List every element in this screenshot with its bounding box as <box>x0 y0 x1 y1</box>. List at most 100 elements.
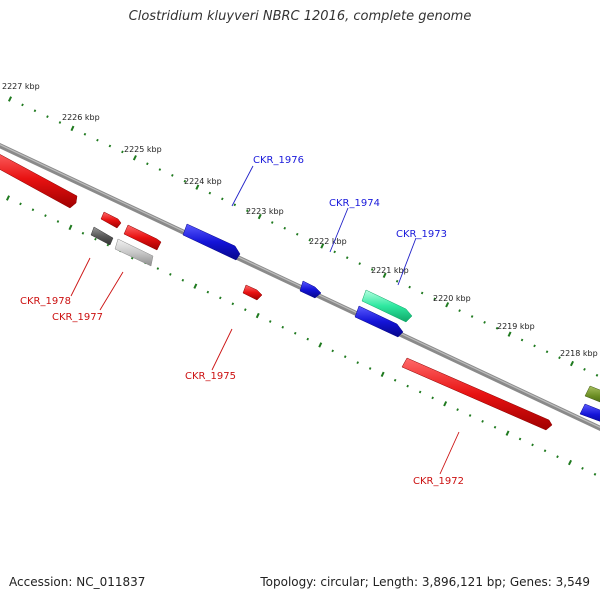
ruler-major-tick <box>68 224 73 231</box>
ruler-label: 2225 kbp <box>124 145 162 154</box>
ruler-minor-tick <box>358 262 362 266</box>
ruler-minor-tick <box>356 361 360 365</box>
ruler-major-tick <box>505 430 510 436</box>
gene-CKR_1973-partner[interactable] <box>354 305 404 338</box>
ruler-minor-tick <box>46 115 49 118</box>
ruler-minor-tick <box>343 355 347 359</box>
ruler-label: 2220 kbp <box>433 294 471 303</box>
ruler-major-tick <box>570 360 574 367</box>
gene-feature-right-blue[interactable] <box>579 403 600 425</box>
gene-label-CKR_1975[interactable]: CKR_1975 <box>185 371 236 382</box>
ruler-minor-tick <box>483 320 486 324</box>
ruler-minor-tick <box>593 472 597 476</box>
ruler-minor-tick <box>268 320 272 323</box>
ruler-minor-tick <box>31 208 35 212</box>
gene-labels: CKR_1976 CKR_1974 CKR_1973 CKR_1978 CKR_… <box>20 155 464 487</box>
gene-CKR_1978[interactable] <box>90 226 114 246</box>
ruler-minor-tick <box>270 221 274 224</box>
ruler-minor-tick <box>206 290 210 294</box>
ruler-major-tick <box>445 302 450 308</box>
ruler-major-tick <box>568 459 572 466</box>
ruler-minor-tick <box>283 226 287 230</box>
ruler-minor-tick <box>146 162 149 166</box>
ruler-label: 2227 kbp <box>2 82 40 91</box>
gene-CKR_1972[interactable] <box>401 357 553 431</box>
ruler-minor-tick <box>431 396 434 400</box>
ruler-minor-tick <box>181 278 185 282</box>
ruler-label: 2221 kbp <box>371 266 409 275</box>
gene-feature-left-edge[interactable] <box>0 149 78 209</box>
ruler-minor-tick <box>406 384 409 388</box>
gene-label-CKR_1978[interactable]: CKR_1978 <box>20 296 71 307</box>
ruler-minor-tick <box>33 109 37 113</box>
gene-label-CKR_1974[interactable]: CKR_1974 <box>329 198 380 209</box>
ruler-minor-tick <box>94 237 97 241</box>
ruler-minor-tick <box>171 174 174 177</box>
ruler-minor-tick <box>520 338 524 342</box>
ruler-minor-tick <box>81 231 85 235</box>
gene-CKR_1975[interactable] <box>242 284 263 301</box>
ruler-minor-tick <box>558 356 561 360</box>
ruler-minor-tick <box>433 297 436 301</box>
ruler-minor-tick <box>233 203 237 207</box>
gene-CKR_1974[interactable] <box>299 280 322 299</box>
ruler-minor-tick <box>545 350 549 354</box>
gene-feature-right-olive[interactable] <box>584 385 600 406</box>
gene-label-CKR_1972[interactable]: CKR_1972 <box>413 476 464 487</box>
ruler-minor-tick <box>121 150 124 154</box>
ruler-minor-tick <box>370 268 374 271</box>
genome-backbone <box>0 142 600 432</box>
genome-backbone-highlight <box>0 144 600 428</box>
ruler-major-tick <box>195 184 200 190</box>
ruler-minor-tick <box>470 315 474 318</box>
ruler-minor-tick <box>308 238 312 242</box>
gene-CKR_1978-partner[interactable] <box>100 211 122 229</box>
ruler-minor-tick <box>83 132 87 136</box>
ruler-major-tick <box>320 243 325 249</box>
ruler-minor-tick <box>293 331 297 335</box>
ruler-major-tick <box>255 312 260 319</box>
outer-tick-ruler <box>7 96 599 377</box>
ruler-minor-tick <box>306 337 310 341</box>
ruler-minor-tick <box>108 144 112 148</box>
ruler-minor-tick <box>220 197 224 201</box>
ruler-label: 2222 kbp <box>309 237 347 246</box>
ruler-minor-tick <box>158 168 162 171</box>
ruler-minor-tick <box>58 121 62 124</box>
ruler-major-tick <box>382 272 387 279</box>
ruler-minor-tick <box>331 349 334 353</box>
accession-text: Accession: NC_011837 <box>9 575 146 589</box>
ruler-minor-tick <box>420 291 424 295</box>
ruler-major-tick <box>5 195 11 201</box>
gene-label-CKR_1976[interactable]: CKR_1976 <box>253 155 304 166</box>
gene-features <box>0 149 600 431</box>
gene-label-CKR_1977[interactable]: CKR_1977 <box>52 312 103 323</box>
ruler-label: 2223 kbp <box>246 207 284 216</box>
ruler-minor-tick <box>156 267 160 270</box>
ruler-minor-tick <box>231 302 235 306</box>
ruler-minor-tick <box>21 103 24 107</box>
gene-CKR_1977[interactable] <box>114 238 154 267</box>
gene-label-CKR_1973[interactable]: CKR_1973 <box>396 229 447 240</box>
ruler-major-tick <box>443 401 448 407</box>
gene-CKR_1973[interactable] <box>361 289 413 323</box>
ruler-minor-tick <box>395 279 399 283</box>
ruler-minor-tick <box>418 390 422 394</box>
ruler-minor-tick <box>183 179 187 183</box>
gene-CKR_1977-partner[interactable] <box>123 224 162 251</box>
ruler-minor-tick <box>169 273 172 276</box>
ruler-minor-tick <box>493 425 497 429</box>
ruler-minor-tick <box>408 285 411 289</box>
ruler-major-tick <box>507 331 512 337</box>
ruler-minor-tick <box>393 378 397 382</box>
ruler-minor-tick <box>295 232 299 236</box>
ruler-major-tick <box>7 96 13 102</box>
ruler-label: 2226 kbp <box>62 113 100 122</box>
ruler-minor-tick <box>495 326 499 330</box>
inner-tick-ruler <box>5 195 597 476</box>
gene-CKR_1976[interactable] <box>182 223 241 261</box>
ruler-minor-tick <box>583 367 586 371</box>
ruler-minor-tick <box>368 367 372 370</box>
